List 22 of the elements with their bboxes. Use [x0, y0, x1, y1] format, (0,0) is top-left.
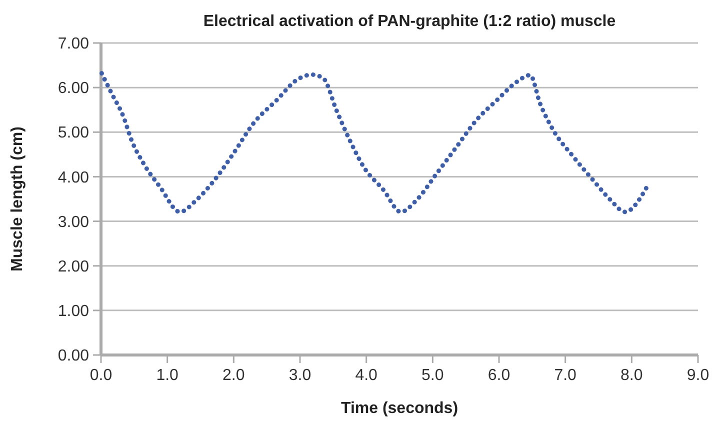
y-tick-label: 6.00: [58, 80, 90, 98]
line-series: [99, 71, 650, 214]
x-axis-title: Time (seconds): [340, 400, 458, 417]
x-tick-label: 7.0: [554, 367, 577, 384]
y-tick-label: 3.00: [58, 214, 90, 231]
x-tick-label: 1.0: [156, 367, 179, 384]
y-tick-label: 0.00: [58, 348, 90, 365]
x-tick-label: 9.0: [686, 367, 710, 384]
x-tick-label: 6.0: [488, 367, 510, 384]
y-tick-label: 2.00: [58, 258, 90, 276]
x-tick-label: 3.0: [288, 367, 312, 384]
y-tick-label: 4.00: [58, 169, 90, 186]
x-tick-label: 4.0: [355, 367, 378, 384]
x-tick-label: 8.0: [620, 367, 643, 384]
x-tick-label: 2.0: [222, 367, 245, 384]
y-tick-label: 7.00: [58, 36, 90, 53]
chart-title: Electrical activation of PAN-graphite (1:2 ratio) muscle: [203, 13, 616, 30]
y-tick-label: 1.00: [58, 303, 90, 320]
y-axis-title: Muscle length (cm): [9, 126, 26, 272]
x-tick-label: 5.0: [422, 367, 444, 384]
x-tick-label: 0.0: [90, 367, 112, 384]
y-tick-label: 5.00: [58, 124, 90, 142]
